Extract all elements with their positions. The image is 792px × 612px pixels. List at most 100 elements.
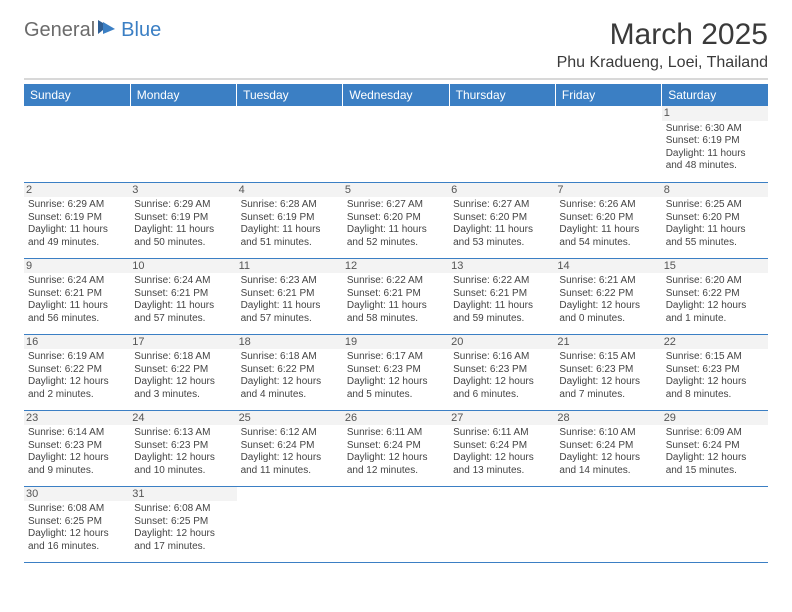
cell-body: Sunrise: 6:15 AMSunset: 6:23 PMDaylight:… [666, 351, 764, 401]
daylight-line: Daylight: 12 hours and 14 minutes. [559, 452, 657, 477]
sunset-line: Sunset: 6:22 PM [28, 364, 126, 377]
cell-body: Sunrise: 6:11 AMSunset: 6:24 PMDaylight:… [453, 427, 551, 477]
weekday-header: Saturday [662, 84, 768, 106]
sunset-line: Sunset: 6:23 PM [347, 364, 445, 377]
calendar-cell: 23Sunrise: 6:14 AMSunset: 6:23 PMDayligh… [24, 410, 130, 486]
cell-body: Sunrise: 6:18 AMSunset: 6:22 PMDaylight:… [241, 351, 339, 401]
calendar-cell: 10Sunrise: 6:24 AMSunset: 6:21 PMDayligh… [130, 258, 236, 334]
daylight-line: Daylight: 11 hours and 55 minutes. [666, 224, 764, 249]
cell-body: Sunrise: 6:17 AMSunset: 6:23 PMDaylight:… [347, 351, 445, 401]
sunset-line: Sunset: 6:24 PM [241, 440, 339, 453]
day-number: 28 [555, 411, 661, 426]
day-number: 8 [662, 183, 768, 198]
calendar-cell: 30Sunrise: 6:08 AMSunset: 6:25 PMDayligh… [24, 486, 130, 562]
daylight-line: Daylight: 12 hours and 4 minutes. [241, 376, 339, 401]
day-number: 27 [449, 411, 555, 426]
daylight-line: Daylight: 12 hours and 12 minutes. [347, 452, 445, 477]
calendar-cell: 27Sunrise: 6:11 AMSunset: 6:24 PMDayligh… [449, 410, 555, 486]
weekday-header-row: Sunday Monday Tuesday Wednesday Thursday… [24, 84, 768, 106]
day-number: 18 [237, 335, 343, 350]
page-header: General Blue March 2025 Phu Kradueng, Lo… [24, 18, 768, 72]
calendar-cell: 13Sunrise: 6:22 AMSunset: 6:21 PMDayligh… [449, 258, 555, 334]
sunset-line: Sunset: 6:25 PM [28, 516, 126, 529]
calendar-cell [237, 106, 343, 182]
cell-body: Sunrise: 6:23 AMSunset: 6:21 PMDaylight:… [241, 275, 339, 325]
day-number: 23 [24, 411, 130, 426]
calendar-cell: 18Sunrise: 6:18 AMSunset: 6:22 PMDayligh… [237, 334, 343, 410]
calendar-cell: 12Sunrise: 6:22 AMSunset: 6:21 PMDayligh… [343, 258, 449, 334]
sunset-line: Sunset: 6:19 PM [134, 212, 232, 225]
calendar-row: 16Sunrise: 6:19 AMSunset: 6:22 PMDayligh… [24, 334, 768, 410]
calendar-table: Sunday Monday Tuesday Wednesday Thursday… [24, 84, 768, 563]
day-number: 25 [237, 411, 343, 426]
cell-body: Sunrise: 6:08 AMSunset: 6:25 PMDaylight:… [134, 503, 232, 553]
sunrise-line: Sunrise: 6:11 AM [347, 427, 445, 440]
calendar-cell: 11Sunrise: 6:23 AMSunset: 6:21 PMDayligh… [237, 258, 343, 334]
calendar-cell: 20Sunrise: 6:16 AMSunset: 6:23 PMDayligh… [449, 334, 555, 410]
sunrise-line: Sunrise: 6:28 AM [241, 199, 339, 212]
cell-body: Sunrise: 6:16 AMSunset: 6:23 PMDaylight:… [453, 351, 551, 401]
sunrise-line: Sunrise: 6:15 AM [559, 351, 657, 364]
day-number: 9 [24, 259, 130, 274]
daylight-line: Daylight: 11 hours and 49 minutes. [28, 224, 126, 249]
daylight-line: Daylight: 12 hours and 2 minutes. [28, 376, 126, 401]
day-number: 26 [343, 411, 449, 426]
day-number: 20 [449, 335, 555, 350]
sunrise-line: Sunrise: 6:24 AM [28, 275, 126, 288]
weekday-header: Monday [130, 84, 236, 106]
calendar-row: 23Sunrise: 6:14 AMSunset: 6:23 PMDayligh… [24, 410, 768, 486]
daylight-line: Daylight: 11 hours and 51 minutes. [241, 224, 339, 249]
daylight-line: Daylight: 11 hours and 57 minutes. [134, 300, 232, 325]
sunrise-line: Sunrise: 6:24 AM [134, 275, 232, 288]
sunrise-line: Sunrise: 6:27 AM [347, 199, 445, 212]
cell-body: Sunrise: 6:26 AMSunset: 6:20 PMDaylight:… [559, 199, 657, 249]
sunset-line: Sunset: 6:22 PM [666, 288, 764, 301]
sunrise-line: Sunrise: 6:18 AM [241, 351, 339, 364]
sunrise-line: Sunrise: 6:14 AM [28, 427, 126, 440]
cell-body: Sunrise: 6:30 AMSunset: 6:19 PMDaylight:… [666, 123, 764, 173]
logo-flag-icon [97, 18, 119, 42]
sunrise-line: Sunrise: 6:26 AM [559, 199, 657, 212]
weekday-header: Tuesday [237, 84, 343, 106]
sunset-line: Sunset: 6:19 PM [28, 212, 126, 225]
sunset-line: Sunset: 6:20 PM [347, 212, 445, 225]
daylight-line: Daylight: 12 hours and 9 minutes. [28, 452, 126, 477]
sunset-line: Sunset: 6:22 PM [559, 288, 657, 301]
sunset-line: Sunset: 6:24 PM [559, 440, 657, 453]
calendar-cell: 31Sunrise: 6:08 AMSunset: 6:25 PMDayligh… [130, 486, 236, 562]
calendar-row: 9Sunrise: 6:24 AMSunset: 6:21 PMDaylight… [24, 258, 768, 334]
cell-body: Sunrise: 6:22 AMSunset: 6:21 PMDaylight:… [453, 275, 551, 325]
calendar-cell [449, 486, 555, 562]
sunrise-line: Sunrise: 6:13 AM [134, 427, 232, 440]
calendar-cell: 9Sunrise: 6:24 AMSunset: 6:21 PMDaylight… [24, 258, 130, 334]
daylight-line: Daylight: 12 hours and 1 minute. [666, 300, 764, 325]
cell-body: Sunrise: 6:21 AMSunset: 6:22 PMDaylight:… [559, 275, 657, 325]
calendar-cell [555, 106, 661, 182]
sunrise-line: Sunrise: 6:08 AM [134, 503, 232, 516]
sunset-line: Sunset: 6:24 PM [666, 440, 764, 453]
month-title: March 2025 [557, 18, 768, 52]
sunrise-line: Sunrise: 6:20 AM [666, 275, 764, 288]
calendar-cell [555, 486, 661, 562]
daylight-line: Daylight: 12 hours and 8 minutes. [666, 376, 764, 401]
sunset-line: Sunset: 6:22 PM [241, 364, 339, 377]
daylight-line: Daylight: 11 hours and 56 minutes. [28, 300, 126, 325]
cell-body: Sunrise: 6:19 AMSunset: 6:22 PMDaylight:… [28, 351, 126, 401]
sunset-line: Sunset: 6:25 PM [134, 516, 232, 529]
day-number: 2 [24, 183, 130, 198]
calendar-cell: 25Sunrise: 6:12 AMSunset: 6:24 PMDayligh… [237, 410, 343, 486]
daylight-line: Daylight: 12 hours and 0 minutes. [559, 300, 657, 325]
cell-body: Sunrise: 6:15 AMSunset: 6:23 PMDaylight:… [559, 351, 657, 401]
day-number: 15 [662, 259, 768, 274]
daylight-line: Daylight: 11 hours and 53 minutes. [453, 224, 551, 249]
logo-text-b: Blue [121, 19, 161, 42]
sunrise-line: Sunrise: 6:16 AM [453, 351, 551, 364]
day-number: 3 [130, 183, 236, 198]
day-number: 1 [662, 106, 768, 121]
sunset-line: Sunset: 6:22 PM [134, 364, 232, 377]
cell-body: Sunrise: 6:24 AMSunset: 6:21 PMDaylight:… [28, 275, 126, 325]
cell-body: Sunrise: 6:27 AMSunset: 6:20 PMDaylight:… [453, 199, 551, 249]
cell-body: Sunrise: 6:18 AMSunset: 6:22 PMDaylight:… [134, 351, 232, 401]
sunset-line: Sunset: 6:21 PM [453, 288, 551, 301]
calendar-cell [449, 106, 555, 182]
